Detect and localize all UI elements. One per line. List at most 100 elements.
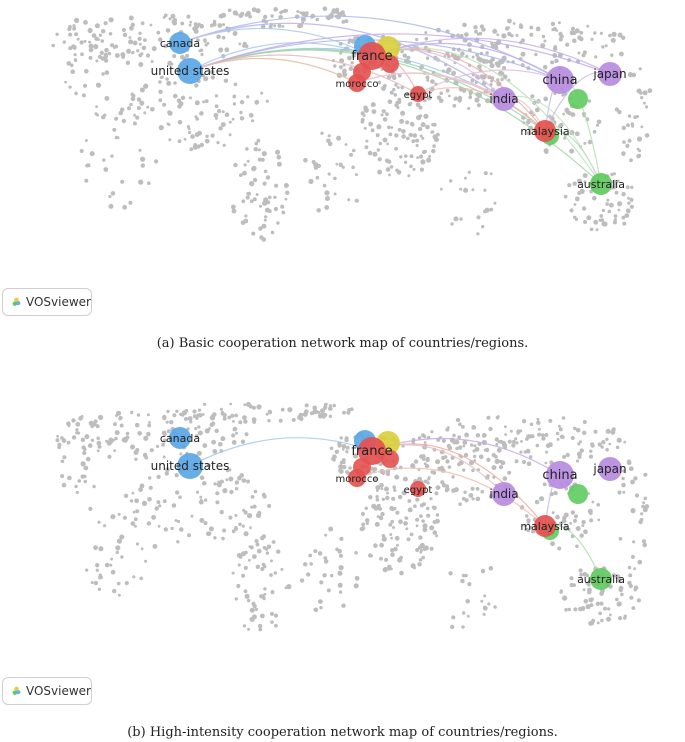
map-dot — [138, 487, 144, 492]
map-dot — [410, 563, 416, 569]
map-dot — [133, 113, 136, 117]
map-dot — [133, 517, 138, 522]
link-canada-india[interactable] — [179, 22, 505, 100]
map-dot — [372, 466, 378, 472]
map-dot — [156, 444, 160, 448]
map-dot — [447, 465, 452, 469]
node-egypt[interactable] — [410, 86, 426, 102]
vosviewer-badge-b[interactable]: VOSviewer — [2, 677, 92, 705]
map-dot — [625, 185, 630, 190]
network-map-a[interactable]: canada united states france morocco egypt ind… — [0, 0, 685, 300]
node-china[interactable] — [546, 461, 574, 489]
map-dot — [588, 454, 594, 459]
map-dot — [128, 15, 134, 21]
node-malaysia[interactable] — [534, 515, 556, 537]
node-bubble[interactable] — [568, 89, 588, 109]
map-dot — [233, 162, 238, 168]
map-dot — [565, 42, 570, 47]
map-dot — [262, 181, 267, 186]
map-dot — [561, 518, 567, 524]
map-dot — [170, 526, 174, 531]
map-dot — [439, 465, 444, 470]
map-dot — [171, 503, 177, 508]
map-dot — [103, 113, 107, 117]
node-australia[interactable] — [590, 173, 612, 195]
map-dot — [449, 179, 453, 183]
map-dot — [231, 571, 235, 575]
map-dot — [74, 484, 78, 489]
map-dot — [195, 490, 200, 494]
link-morocco-malaysia[interactable] — [356, 467, 546, 527]
node-morocco[interactable] — [348, 74, 366, 92]
link-united-states-france[interactable] — [189, 437, 373, 467]
node-france[interactable] — [358, 437, 386, 465]
map-dot — [239, 116, 245, 121]
map-dot — [587, 492, 591, 495]
node-india[interactable] — [492, 87, 516, 111]
node-bubble[interactable] — [568, 484, 588, 504]
map-dot — [270, 590, 275, 595]
link-united-states-japan[interactable] — [189, 33, 611, 75]
map-dot — [130, 444, 135, 450]
node-india[interactable] — [492, 482, 516, 506]
map-dot — [468, 493, 474, 498]
map-dot — [141, 45, 147, 51]
node-united-states[interactable] — [177, 58, 203, 84]
link-egypt-china[interactable] — [417, 69, 561, 95]
node-australia[interactable] — [590, 568, 612, 590]
vosviewer-badge-a[interactable]: VOSviewer — [2, 288, 92, 316]
node-united-states[interactable] — [177, 453, 203, 479]
map-dot — [125, 431, 130, 436]
map-dot — [130, 410, 134, 415]
map-dot — [214, 428, 219, 433]
map-dot — [263, 197, 269, 203]
map-dot — [422, 546, 427, 551]
map-dot — [214, 104, 219, 109]
map-dot — [494, 437, 499, 442]
map-dot — [481, 27, 486, 32]
map-dot — [622, 490, 626, 494]
node-japan[interactable] — [598, 62, 622, 86]
map-dot — [488, 59, 494, 64]
link-france-japan[interactable] — [371, 37, 611, 75]
map-dot — [139, 87, 145, 93]
node-malaysia[interactable] — [534, 120, 556, 142]
map-dot — [394, 133, 399, 138]
map-dot — [213, 112, 219, 118]
node-france[interactable] — [358, 42, 386, 70]
map-dot — [640, 512, 644, 516]
map-dot — [431, 148, 436, 154]
map-dot — [621, 35, 626, 40]
map-dot — [595, 601, 600, 606]
map-dot — [613, 214, 618, 219]
link-united-states-egypt[interactable] — [189, 54, 419, 95]
node-japan[interactable] — [598, 457, 622, 481]
node-egypt[interactable] — [410, 481, 426, 497]
map-dot — [299, 578, 305, 583]
map-dot — [232, 420, 235, 423]
map-dot — [267, 419, 271, 423]
map-dot — [138, 62, 144, 67]
node-label-japan: japan — [592, 462, 626, 476]
map-dot — [135, 542, 139, 546]
map-dot — [110, 154, 114, 158]
link-egypt-malaysia[interactable] — [417, 87, 546, 132]
map-dot — [254, 99, 260, 105]
node-canada[interactable] — [169, 427, 191, 449]
map-dot — [326, 138, 331, 144]
map-dot — [380, 113, 384, 117]
node-morocco[interactable] — [348, 469, 366, 487]
link-france-australia[interactable] — [371, 47, 602, 185]
map-dot — [495, 442, 499, 446]
map-dot — [194, 427, 198, 431]
map-dot — [389, 506, 395, 511]
link-united-states-france[interactable] — [189, 42, 373, 72]
link-morocco-india[interactable] — [356, 72, 505, 100]
map-dot — [85, 456, 91, 462]
network-map-b[interactable]: canada united states france morocco egypt ind… — [0, 395, 685, 685]
map-dot — [417, 562, 422, 567]
map-dot — [222, 488, 228, 494]
map-dot — [260, 594, 265, 599]
node-china[interactable] — [546, 66, 574, 94]
node-canada[interactable] — [169, 32, 191, 54]
